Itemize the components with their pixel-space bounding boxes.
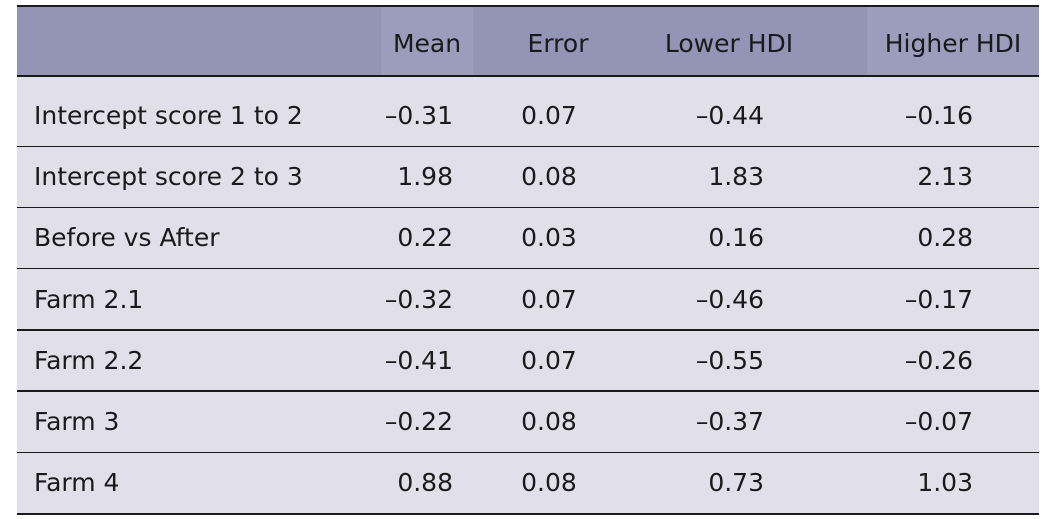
row-divider: [17, 390, 1039, 392]
cell-error: 0.03: [521, 223, 577, 253]
row-label: Farm 2.1: [34, 284, 144, 314]
cell-higher-hdi: 2.13: [917, 162, 973, 192]
header-rule: [17, 75, 1039, 77]
results-table: Mean Error Lower HDI Higher HDI Intercep…: [17, 5, 1039, 515]
cell-lower-hdi: –0.46: [695, 284, 764, 314]
table-row: Farm 3 –0.22 0.08 –0.37 –0.07: [17, 392, 1039, 453]
cell-lower-hdi: –0.44: [695, 101, 764, 130]
cell-mean: 0.22: [397, 223, 453, 253]
table-row: Farm 2.2 –0.41 0.07 –0.55 –0.26: [17, 331, 1039, 392]
header-higher-hdi: Higher HDI: [867, 7, 1039, 75]
cell-mean: –0.22: [384, 407, 453, 436]
cell-error: 0.08: [521, 162, 577, 192]
cell-lower-hdi: –0.37: [695, 407, 764, 436]
row-label: Farm 3: [34, 407, 120, 436]
row-label: Before vs After: [34, 223, 220, 253]
table-bottom-rule: [17, 513, 1039, 515]
header-mean: Mean: [381, 7, 473, 75]
row-divider: [17, 329, 1039, 331]
cell-error: 0.07: [521, 101, 577, 130]
table-row: Intercept score 1 to 2 –0.31 0.07 –0.44 –0.1…: [17, 86, 1039, 147]
row-label: Intercept score 1 to 2: [34, 101, 303, 130]
header-error: Error: [527, 29, 589, 58]
row-divider: [17, 451, 1039, 453]
cell-lower-hdi: 1.83: [708, 162, 764, 192]
row-divider: [17, 206, 1039, 209]
table-row: Farm 4 0.88 0.08 0.73 1.03: [17, 453, 1039, 514]
table-row: Farm 2.1 –0.32 0.07 –0.46 –0.17: [17, 270, 1039, 331]
cell-higher-hdi: 0.28: [917, 223, 973, 253]
cell-lower-hdi: 0.73: [708, 468, 764, 498]
table-row: Before vs After 0.22 0.03 0.16 0.28: [17, 208, 1039, 270]
row-divider: [17, 145, 1039, 147]
cell-higher-hdi: –0.26: [904, 345, 973, 375]
cell-error: 0.08: [521, 407, 577, 436]
row-label: Farm 2.2: [34, 345, 144, 375]
row-divider: [17, 267, 1039, 270]
row-label: Intercept score 2 to 3: [34, 162, 303, 192]
cell-higher-hdi: –0.17: [904, 284, 973, 314]
table-row: Intercept score 2 to 3 1.98 0.08 1.83 2.13: [17, 147, 1039, 209]
cell-mean: –0.41: [384, 345, 453, 375]
header-lower-hdi: Lower HDI: [664, 29, 794, 58]
cell-higher-hdi: –0.16: [904, 101, 973, 130]
cell-mean: 1.98: [397, 162, 453, 192]
cell-error: 0.07: [521, 345, 577, 375]
row-label: Farm 4: [34, 468, 120, 498]
table-header: Mean Error Lower HDI Higher HDI: [17, 5, 1039, 75]
cell-mean: –0.32: [384, 284, 453, 314]
cell-error: 0.08: [521, 468, 577, 498]
cell-mean: 0.88: [397, 468, 453, 498]
cell-higher-hdi: 1.03: [917, 468, 973, 498]
cell-lower-hdi: –0.55: [695, 345, 764, 375]
cell-error: 0.07: [521, 284, 577, 314]
cell-higher-hdi: –0.07: [904, 407, 973, 436]
cell-lower-hdi: 0.16: [708, 223, 764, 253]
header-blank: [17, 7, 381, 75]
cell-mean: –0.31: [384, 101, 453, 130]
